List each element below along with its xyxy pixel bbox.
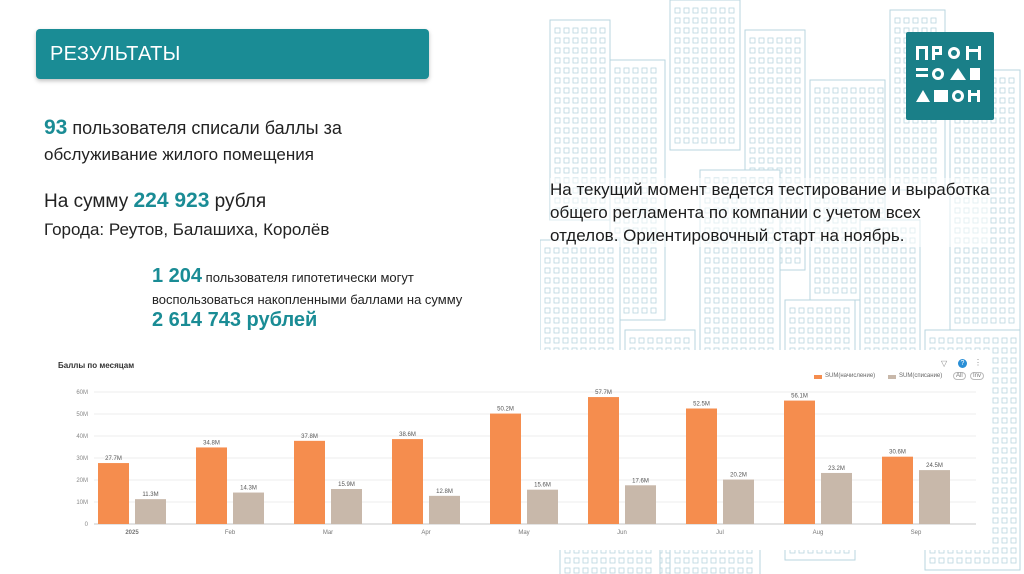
data-label: 37.8M (301, 434, 318, 440)
x-tick-label: Mar (323, 530, 333, 536)
bar-nachislenie (882, 456, 913, 524)
bar-spisanie (331, 489, 362, 524)
data-label: 12.8M (436, 489, 453, 495)
y-tick-label: 10M (76, 500, 88, 506)
bar-spisanie (821, 472, 852, 524)
bar-nachislenie (588, 397, 619, 524)
data-label: 14.3M (240, 486, 257, 492)
data-label: 17.6M (632, 478, 649, 484)
legend-label-1: SUM(начисление) (825, 373, 876, 379)
more-icon[interactable]: ⋮ (974, 358, 982, 367)
data-label: 23.2M (828, 466, 845, 472)
status-note: На текущий момент ведется тестирование и… (550, 178, 990, 247)
legend-chip-inv[interactable]: Inv (970, 372, 985, 380)
filter-icon[interactable]: ▽ (941, 359, 948, 368)
users-text-1: пользователя списали баллы за (67, 118, 342, 138)
building-2 (669, 0, 741, 151)
cities: Города: Реутов, Балашиха, Королёв (44, 220, 330, 239)
data-label: 52.5M (693, 402, 710, 408)
x-tick-label: Sep (911, 530, 922, 536)
bar-spisanie (625, 485, 656, 524)
bar-spisanie (527, 489, 558, 524)
bar-nachislenie (196, 447, 227, 524)
x-tick-label: 2025 (125, 530, 139, 536)
bar-spisanie (723, 479, 754, 524)
y-tick-label: 50M (76, 412, 88, 418)
legend-swatch-2 (888, 375, 896, 379)
bar-spisanie (429, 495, 460, 524)
hypo-count: 1 204 (152, 265, 203, 287)
data-label: 24.5M (926, 463, 943, 469)
data-label: 56.1M (791, 394, 808, 400)
users-count: 93 (44, 116, 68, 139)
data-label: 11.3M (142, 492, 158, 498)
data-label: 34.8M (203, 440, 220, 446)
y-tick-label: 20M (76, 478, 88, 484)
hypo-text-1: пользователя гипотетически могут (202, 270, 414, 285)
sum-value: 224 923 (133, 189, 210, 212)
legend-swatch-1 (814, 375, 822, 379)
legend-label-2: SUM(списание) (899, 373, 943, 379)
x-tick-label: Aug (813, 530, 824, 536)
sum-suffix: рубля (209, 191, 267, 212)
y-tick-label: 60M (76, 390, 88, 396)
y-tick-label: 40M (76, 434, 88, 440)
users-spent-line: 93 пользователя списали баллы за (44, 116, 342, 140)
chart-title: Баллы по месяцам (58, 361, 135, 370)
y-tick-label: 30M (76, 456, 88, 462)
x-tick-label: Jun (617, 530, 627, 536)
bar-spisanie (919, 470, 950, 524)
data-label: 15.6M (534, 483, 551, 489)
bar-nachislenie (686, 408, 717, 524)
hypo-sum: 2 614 743 рублей (152, 309, 318, 331)
data-label: 27.7M (105, 456, 122, 462)
bar-spisanie (233, 492, 264, 524)
bar-nachislenie (392, 439, 423, 524)
bar-nachislenie (98, 463, 129, 524)
data-label: 15.9M (338, 482, 355, 488)
sum-prefix: На сумму (44, 191, 134, 212)
page-title: РЕЗУЛЬТАТЫ (50, 43, 181, 65)
data-label: 30.6M (889, 450, 906, 456)
legend-chip-all[interactable]: All (953, 372, 966, 380)
y-tick-label: 0 (85, 522, 89, 528)
users-text-2: обслуживание жилого помещения (44, 145, 314, 164)
x-tick-label: Apr (421, 530, 430, 536)
info-icon[interactable]: ? (958, 359, 967, 368)
data-label: 50.2M (497, 407, 514, 413)
sum-line: На сумму 224 923 рубля (44, 189, 266, 214)
results-header: РЕЗУЛЬТАТЫ (36, 29, 429, 79)
x-tick-label: Feb (225, 530, 236, 536)
monthly-points-chart: Баллы по месяцам ? ▽ ⋮ SUM(начисление) S… (36, 350, 991, 550)
promodom-logo (906, 32, 994, 120)
data-label: 38.6M (399, 432, 416, 438)
data-label: 57.7M (595, 390, 612, 396)
hypo-line: 1 204 пользователя гипотетически могут (152, 265, 414, 289)
x-tick-label: Jul (716, 530, 724, 536)
x-tick-label: May (518, 530, 529, 536)
data-label: 20.2M (730, 473, 747, 479)
bar-nachislenie (490, 413, 521, 524)
hypo-text-2: воспользоваться накопленными баллами на … (152, 292, 463, 307)
bar-nachislenie (294, 440, 325, 524)
bar-spisanie (135, 499, 166, 524)
bar-nachislenie (784, 400, 815, 524)
